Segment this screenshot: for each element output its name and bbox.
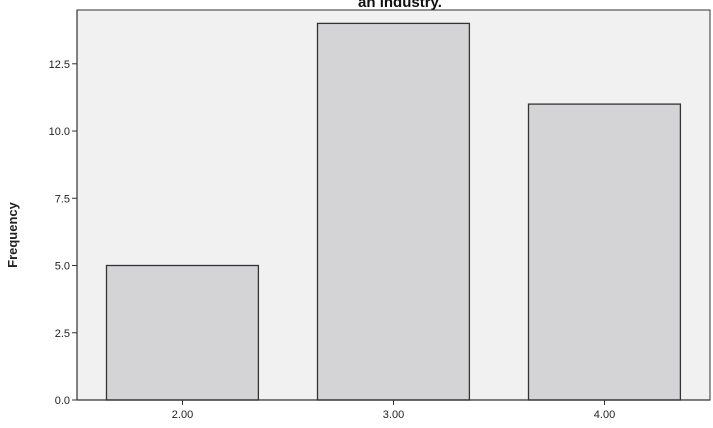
x-tick-label: 4.00	[594, 409, 615, 421]
y-tick-label: 7.5	[55, 193, 70, 205]
bar-2.00	[105, 264, 260, 401]
y-tick-label: 12.5	[49, 59, 70, 71]
x-tick-label: 2.00	[172, 409, 193, 421]
x-tick-label: 3.00	[383, 409, 404, 421]
bars-layer	[105, 22, 682, 401]
y-tick-label: 0.0	[55, 395, 70, 407]
y-tick-label: 2.5	[55, 328, 70, 340]
y-axis: 0.0 2.5 5.0 7.5 10.0 12.5	[49, 10, 78, 407]
bar-3.00	[316, 22, 471, 401]
x-axis: 2.00 3.00 4.00	[77, 399, 710, 421]
y-tick-label: 10.0	[49, 126, 70, 138]
y-tick-label: 5.0	[55, 261, 70, 273]
bar-4.00	[527, 103, 682, 401]
chart-title: an industry.	[358, 0, 442, 11]
